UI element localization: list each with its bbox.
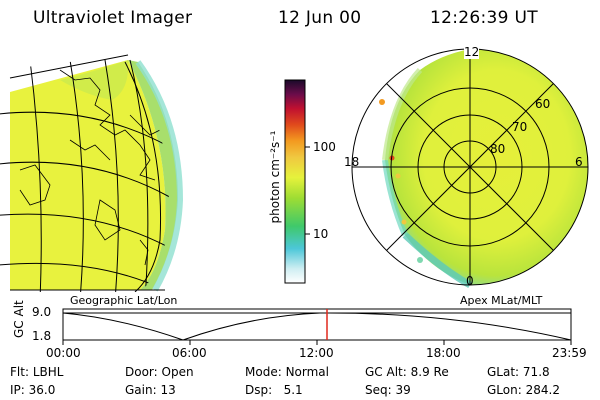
- altitude-ytick-min: 1.8: [32, 329, 52, 343]
- header-date: 12 Jun 00: [278, 8, 362, 28]
- altitude-ytick-max: 9.0: [32, 305, 52, 319]
- header-time: 12:26:39 UT: [430, 8, 538, 28]
- info-glon: GLon: 284.2: [487, 383, 560, 397]
- info-filter: Flt: LBHL: [10, 365, 64, 379]
- lat-label-80: 80: [490, 142, 506, 156]
- info-mode: Mode: Normal: [245, 365, 329, 379]
- colorbar-tick-10: 10: [313, 227, 329, 241]
- colorbar-unit-label: photon cm⁻²s⁻¹: [268, 130, 282, 224]
- info-ip: IP: 36.0: [10, 383, 56, 397]
- polar-image: [351, 48, 589, 289]
- lat-label-60: 60: [535, 97, 551, 111]
- info-gc-alt: GC Alt: 8.9 Re: [365, 365, 449, 379]
- info-seq: Seq: 39: [365, 383, 411, 397]
- time-tick-2359: 23:59: [552, 346, 587, 360]
- right-panel-label: Apex MLat/MLT: [460, 294, 543, 307]
- left-panel-label: Geographic Lat/Lon: [70, 294, 178, 307]
- time-tick-0600: 06:00: [172, 346, 207, 360]
- info-door: Door: Open: [125, 365, 194, 379]
- altitude-ylabel: GC Alt: [12, 300, 26, 338]
- mlt-label-18: 18: [344, 155, 360, 169]
- info-gain: Gain: 13: [125, 383, 176, 397]
- mlt-label-0: 0: [466, 274, 474, 288]
- app-title: Ultraviolet Imager: [33, 8, 193, 28]
- colorbar-tick-100: 100: [313, 140, 336, 154]
- color-scale-bar: [284, 79, 310, 284]
- earth-image: [0, 54, 184, 292]
- info-glat: GLat: 71.8: [487, 365, 550, 379]
- time-tick-1200: 12:00: [299, 346, 334, 360]
- info-dsp: Dsp: 5.1: [245, 383, 303, 397]
- lat-label-70: 70: [512, 120, 528, 134]
- altitude-plot: [62, 308, 572, 345]
- mlt-label-12: 12: [464, 45, 480, 59]
- time-tick-1800: 18:00: [426, 346, 461, 360]
- time-tick-0000: 00:00: [46, 346, 81, 360]
- mlt-label-6: 6: [575, 155, 583, 169]
